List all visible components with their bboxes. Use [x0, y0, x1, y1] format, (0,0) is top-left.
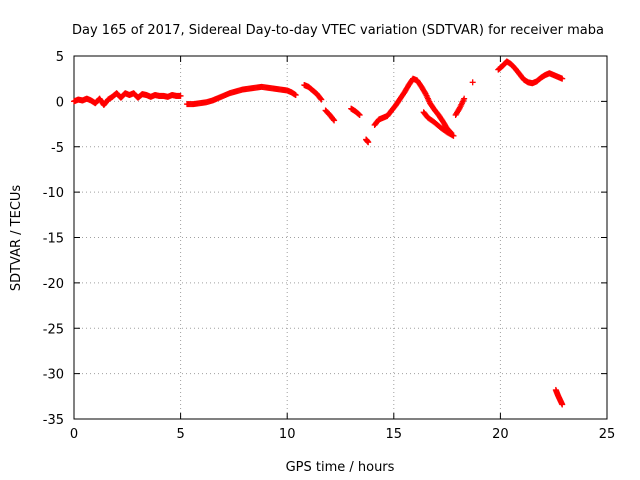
y-tick-label: 5: [56, 50, 64, 65]
y-tick-label: -5: [51, 141, 64, 156]
data-point: [559, 401, 566, 408]
data-point: [450, 132, 457, 139]
x-tick-label: 25: [599, 427, 616, 442]
y-tick-label: -15: [43, 232, 64, 247]
y-tick-label: -35: [43, 413, 64, 428]
y-tick-label: 0: [56, 95, 64, 110]
x-tick-label: 15: [386, 427, 403, 442]
chart-title: Day 165 of 2017, Sidereal Day-to-day VTE…: [72, 23, 604, 38]
data-point: [356, 111, 363, 118]
y-axis-title: SDTVAR / TECUs: [9, 185, 24, 292]
x-tick-label: 20: [492, 427, 509, 442]
data-point: [177, 92, 184, 99]
x-tick-label: 5: [176, 427, 184, 442]
data-points: [71, 58, 566, 408]
data-point: [469, 79, 476, 86]
data-point: [331, 117, 338, 124]
data-point: [365, 139, 372, 146]
y-tick-label: -10: [43, 186, 64, 201]
x-tick-label: 10: [279, 427, 296, 442]
data-point: [318, 96, 325, 103]
y-tick-label: -30: [43, 368, 64, 383]
tick-labels: 0 5 10 15 20 25 5 0 -5 -10 -15 -20 -25 -30 -35: [43, 50, 616, 442]
data-point: [317, 95, 324, 102]
data-point: [292, 92, 299, 99]
y-tick-label: -20: [43, 277, 64, 292]
y-tick-label: -25: [43, 322, 64, 337]
grid: [74, 56, 607, 419]
x-tick-label: 0: [70, 427, 78, 442]
axis-ticks: [73, 55, 608, 420]
x-axis-title: GPS time / hours: [286, 460, 395, 475]
data-point: [461, 95, 468, 102]
data-point: [330, 116, 337, 123]
data-point: [559, 75, 566, 82]
